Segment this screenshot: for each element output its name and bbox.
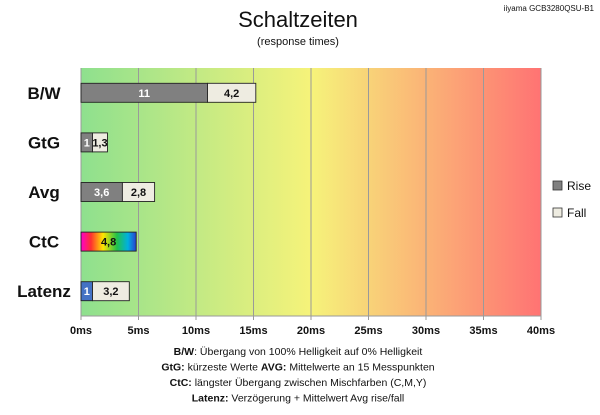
bar-rise-label: 4,8 [101,237,116,249]
bar-fall [207,82,257,103]
footnote-line: B/W: Übergang von 100% Helligkeit auf 0%… [174,346,423,358]
bar-rise-label: 11 [138,88,150,100]
monitor-model: iiyama GCB3280QSU-B1 [504,4,595,13]
chart-title: Schaltzeiten [238,7,358,32]
legend: Rise Fall [552,179,591,220]
category-label: CtC [29,233,59,252]
bar-fall-label: 2,8 [131,187,146,199]
legend-rise-label: Rise [567,179,591,193]
bar-fall-label: 1,3 [92,137,107,149]
category-labels: B/W GtG Avg CtC Latenz [17,84,71,301]
bars: 11 4,21 1,33,6 2,84,81 3,2 [80,82,257,302]
footnotes: B/W: Übergang von 100% Helligkeit auf 0%… [161,346,434,405]
legend-fall-swatch [552,207,563,218]
x-tick-labels: 0ms 5ms 10ms 15ms 20ms 25ms 30ms 35ms 40ms [70,325,555,337]
bar-rise-label: 1 [84,286,90,298]
bar-fall [92,132,108,153]
bar-rise-label: 3,6 [94,187,109,199]
footnote-part: GtG: [161,362,184,374]
footnote-part: Latenz: [192,393,229,405]
category-label: Latenz [17,282,71,301]
category-label: B/W [27,84,61,103]
bar-fall-label: 4,2 [224,88,239,100]
footnote-part: längster Übergang zwischen Mischfarben (… [192,377,427,389]
bar-rise [80,231,137,252]
footnote-line: CtC: längster Übergang zwischen Mischfar… [170,377,427,389]
footnote-part: AVG: [261,362,286,374]
legend-rise-swatch [552,180,563,191]
footnote-part: B/W [174,346,195,358]
x-tick-label: 35ms [469,325,497,337]
x-tick-label: 40ms [527,325,555,337]
footnote-line: GtG: kürzeste Werte AVG: Mittelwerte an … [161,362,434,374]
footnote-part: Mittelwerte an 15 Messpunkten [286,362,434,374]
x-tick-label: 5ms [127,325,149,337]
category-label: Avg [28,183,60,202]
bar-fall [121,182,156,202]
bar-rise-label: 1 [84,137,90,149]
chart-subtitle: (response times) [257,36,339,48]
x-tick-label: 20ms [297,325,325,337]
footnote-part: : Übergang von 100% Helligkeit auf 0% He… [194,346,422,358]
footnote-part: kürzeste Werte [185,362,261,374]
x-tick-label: 0ms [70,325,92,337]
category-label: GtG [28,133,60,152]
bar-fall-label: 3,2 [103,286,118,298]
footnote-line: Latenz: Verzögerung + Mittelwert Avg ris… [192,393,405,405]
x-tick-label: 30ms [412,325,440,337]
x-tick-label: 10ms [182,325,210,337]
x-tick-label: 25ms [354,325,382,337]
x-tick-label: 15ms [239,325,267,337]
footnote-part: Verzögerung + Mittelwert Avg rise/fall [228,393,404,405]
bar-fall [92,281,130,302]
footnote-part: CtC: [170,377,192,389]
legend-fall-label: Fall [567,206,586,220]
